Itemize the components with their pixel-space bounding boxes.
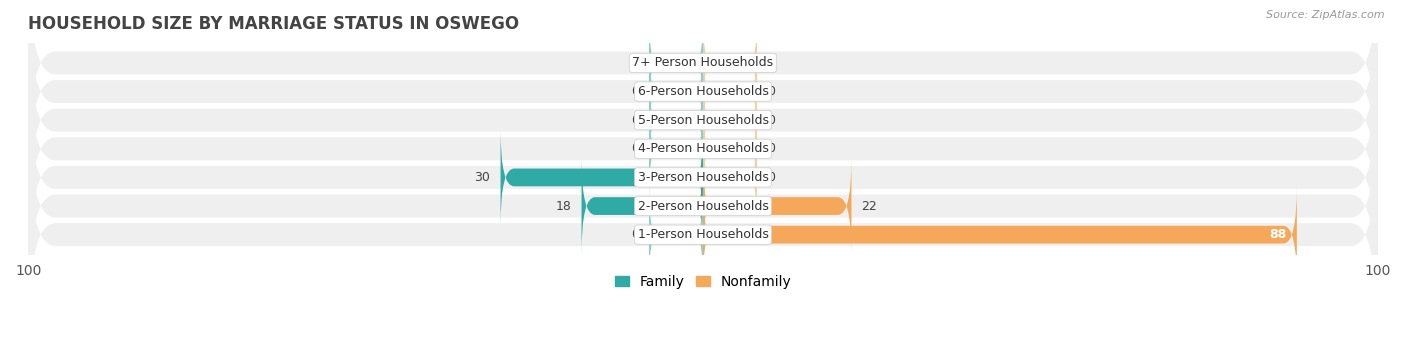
FancyBboxPatch shape bbox=[703, 158, 852, 254]
Text: 6-Person Households: 6-Person Households bbox=[637, 85, 769, 98]
FancyBboxPatch shape bbox=[28, 17, 1378, 223]
Text: 0: 0 bbox=[631, 85, 638, 98]
Text: 22: 22 bbox=[862, 199, 877, 212]
FancyBboxPatch shape bbox=[582, 158, 703, 254]
Text: 0: 0 bbox=[631, 228, 638, 241]
Text: 0: 0 bbox=[768, 142, 775, 155]
Text: HOUSEHOLD SIZE BY MARRIAGE STATUS IN OSWEGO: HOUSEHOLD SIZE BY MARRIAGE STATUS IN OSW… bbox=[28, 15, 519, 33]
Text: 0: 0 bbox=[631, 142, 638, 155]
FancyBboxPatch shape bbox=[650, 186, 703, 283]
FancyBboxPatch shape bbox=[501, 129, 703, 226]
Text: 0: 0 bbox=[631, 56, 638, 70]
Text: 30: 30 bbox=[475, 171, 491, 184]
FancyBboxPatch shape bbox=[28, 0, 1378, 166]
FancyBboxPatch shape bbox=[703, 72, 756, 168]
FancyBboxPatch shape bbox=[703, 186, 1296, 283]
Text: 2-Person Households: 2-Person Households bbox=[637, 199, 769, 212]
FancyBboxPatch shape bbox=[28, 0, 1378, 195]
FancyBboxPatch shape bbox=[650, 43, 703, 140]
Text: 7+ Person Households: 7+ Person Households bbox=[633, 56, 773, 70]
FancyBboxPatch shape bbox=[28, 132, 1378, 338]
Text: 0: 0 bbox=[768, 171, 775, 184]
Text: 88: 88 bbox=[1270, 228, 1286, 241]
Text: Source: ZipAtlas.com: Source: ZipAtlas.com bbox=[1267, 10, 1385, 20]
FancyBboxPatch shape bbox=[650, 72, 703, 168]
Text: 18: 18 bbox=[555, 199, 571, 212]
Text: 1-Person Households: 1-Person Households bbox=[637, 228, 769, 241]
FancyBboxPatch shape bbox=[650, 15, 703, 111]
FancyBboxPatch shape bbox=[28, 103, 1378, 309]
Text: 0: 0 bbox=[768, 85, 775, 98]
Text: 4-Person Households: 4-Person Households bbox=[637, 142, 769, 155]
Legend: Family, Nonfamily: Family, Nonfamily bbox=[609, 269, 797, 294]
FancyBboxPatch shape bbox=[28, 74, 1378, 281]
FancyBboxPatch shape bbox=[703, 101, 756, 197]
FancyBboxPatch shape bbox=[28, 46, 1378, 252]
Text: 5-Person Households: 5-Person Households bbox=[637, 114, 769, 127]
FancyBboxPatch shape bbox=[703, 129, 756, 226]
Text: 3-Person Households: 3-Person Households bbox=[637, 171, 769, 184]
Text: 0: 0 bbox=[768, 114, 775, 127]
FancyBboxPatch shape bbox=[703, 15, 756, 111]
Text: 0: 0 bbox=[768, 56, 775, 70]
FancyBboxPatch shape bbox=[703, 43, 756, 140]
FancyBboxPatch shape bbox=[650, 101, 703, 197]
Text: 0: 0 bbox=[631, 114, 638, 127]
